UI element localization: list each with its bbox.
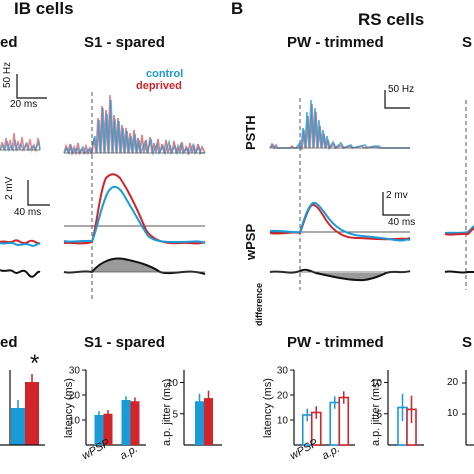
bar-deprived: [338, 396, 350, 446]
b-psth-scalebar: [384, 90, 410, 109]
y-tick-label: 10: [69, 416, 81, 427]
panel-a-spared-title: S1 - spared: [84, 34, 165, 51]
a-left-cut-bar-chart: [0, 370, 45, 446]
significance-star: *: [30, 350, 40, 377]
a-spared-psth: [63, 94, 206, 157]
b-wpsp-scalebar: [382, 192, 410, 216]
a-ms-scale-wpsp: 40 ms: [14, 207, 42, 218]
wpsp-label: wPSP: [243, 223, 258, 260]
psth-label: PSTH: [243, 115, 258, 150]
panel-b-trimmed-title: PW - trimmed: [287, 34, 384, 51]
bar-control: [329, 401, 341, 446]
a-ms-scale-psth: 20 ms: [10, 99, 38, 110]
y-tick-label: 10: [371, 378, 383, 389]
y-tick-label: 30: [69, 366, 81, 377]
y-tick-label: 5: [172, 409, 178, 420]
panel-b-bottom-right-fragment: S: [462, 334, 473, 351]
bar-control: [121, 400, 131, 445]
a-jitter-bar-chart: 5 10: [167, 370, 222, 446]
bar-deprived: [130, 401, 140, 445]
b-hz-scale: 50 Hz: [388, 84, 415, 95]
b-difference: [269, 268, 411, 282]
panel-b-title: RS cells: [358, 10, 425, 29]
b-jitter-bar-chart: 5 10: [371, 370, 424, 446]
b-right-cut-bar-axis: [462, 370, 474, 446]
a-left-psth-scalebar: [16, 74, 47, 99]
panel-b-right-fragment: S: [462, 34, 473, 51]
bar-deprived: [204, 398, 213, 445]
b-right-ytick-20: 20: [447, 377, 459, 388]
panel-b-letter: B: [231, 0, 244, 18]
panel-a-left-title-fragment: ed: [0, 34, 18, 51]
b-latency-ylabel: latency (ms): [262, 378, 274, 438]
legend-deprived: deprived: [136, 80, 182, 92]
b-wpsp: [269, 201, 411, 242]
a-left-psth-bars: [0, 132, 41, 153]
y-tick-label: 10: [167, 378, 179, 389]
a-latency-ylabel: latency (ms): [63, 378, 75, 438]
y-tick-label: 5: [376, 409, 382, 420]
panel-a-title: IB cells: [14, 0, 74, 18]
a-spared-wpsp: [63, 173, 206, 245]
b-latency-bar-chart: 10 20 30: [277, 366, 355, 446]
bar-control: [195, 401, 204, 445]
b-jitter-ylabel: a.p. jitter (ms): [370, 378, 382, 446]
a-latency-bar-chart: 10 20 30: [69, 366, 146, 446]
b-right-ytick-10: 10: [447, 408, 459, 419]
b-right-cut-traces: [444, 100, 474, 290]
a-left-wpsp-traces: [0, 239, 41, 278]
a-spared-difference: [63, 257, 206, 275]
a-hz-scale-label: 50 Hz: [2, 61, 13, 88]
bar-control: [94, 415, 104, 445]
legend-control: control: [146, 68, 184, 80]
difference-label: difference: [254, 282, 264, 326]
bar-deprived: [103, 413, 113, 445]
a-mv-scale-label: 2 mV: [4, 176, 15, 200]
a-left-wpsp-scalebar: [27, 180, 50, 206]
b-mv-scale: 2 mv: [386, 190, 408, 201]
panel-a-bottom-title-fragment: ed: [0, 334, 18, 351]
a-jitter-ylabel: a.p. jitter (ms): [161, 378, 173, 446]
y-tick-label: 20: [277, 391, 289, 402]
panel-a-bottom-spared-title: S1 - spared: [84, 334, 165, 351]
y-tick-label: 30: [277, 366, 289, 377]
panel-b-bottom-trimmed-title: PW - trimmed: [287, 334, 384, 351]
y-tick-label: 10: [277, 416, 289, 427]
y-tick-label: 20: [69, 391, 81, 402]
a-left-bar-deprived: [25, 382, 39, 445]
b-ms-scale-wpsp: 40 ms: [388, 217, 416, 228]
b-psth: [269, 99, 410, 151]
a-left-bar-control: [11, 408, 25, 445]
